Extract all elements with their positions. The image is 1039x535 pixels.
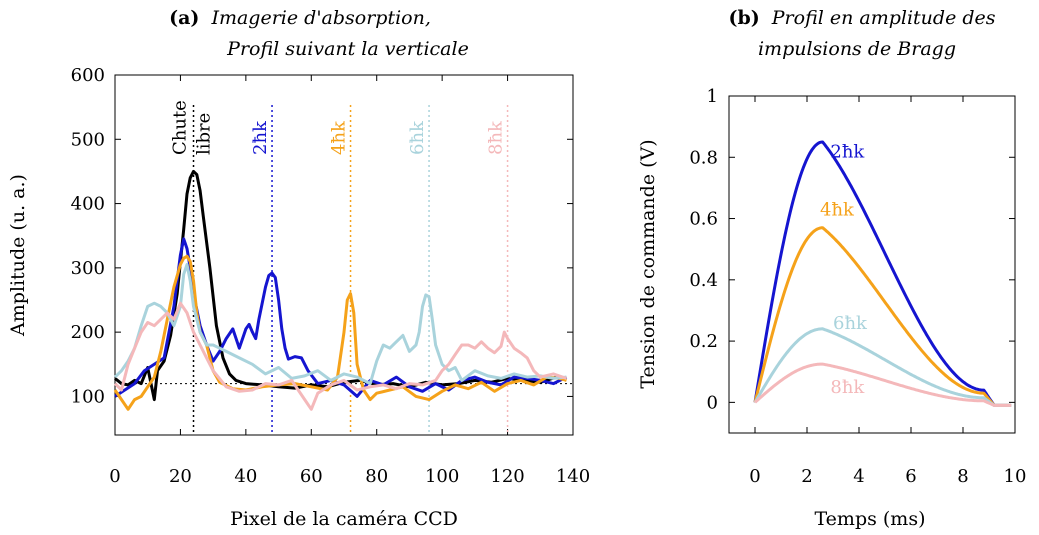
a-ytick-label: 500 <box>71 129 105 150</box>
a-series-line-3 <box>113 263 567 386</box>
panel-a-title-line1: (a) Imagerie d'absorption, <box>169 7 431 29</box>
a-ytick-label: 600 <box>71 65 105 86</box>
b-series-line-3 <box>753 362 1012 407</box>
b-ytick-label: 0.2 <box>689 331 718 352</box>
b-xtick-label: 4 <box>853 466 864 487</box>
a-xtick-label: 60 <box>300 466 323 487</box>
panel-b: (b) Profil en amplitude des impulsions d… <box>637 7 1026 530</box>
b-ytick-label: 1 <box>707 86 718 107</box>
a-marker-label: Chute <box>170 100 191 155</box>
panel-a-title-text1: Imagerie d'absorption, <box>210 7 430 29</box>
panel-a-letter: (a) <box>169 7 199 29</box>
a-marker-label: 2ħk <box>250 120 271 155</box>
panel-b-letter: (b) <box>728 7 759 29</box>
panel-a-xlabel: Pixel de la caméra CCD <box>230 508 458 530</box>
panel-b-x-ticks: 0 2 4 6 8 10 <box>749 96 1026 487</box>
a-marker-label-2: libre <box>194 113 215 155</box>
a-ytick-label: 200 <box>71 322 105 343</box>
panel-b-title-line1: (b) Profil en amplitude des <box>728 7 995 29</box>
a-series-line-1 <box>114 237 568 398</box>
a-xtick-label: 120 <box>490 466 524 487</box>
a-marker-label: 8ħk <box>486 120 507 155</box>
b-series-line-0 <box>753 140 1012 407</box>
a-xtick-label: 0 <box>109 466 120 487</box>
b-ytick-label: 0 <box>707 392 718 413</box>
panel-a: (a) Imagerie d'absorption, Profil suivan… <box>7 7 590 530</box>
b-series-label: 2ħk <box>830 141 865 162</box>
a-series-line-4 <box>113 301 567 411</box>
a-marker-label: 6ħk <box>407 120 428 155</box>
b-ytick-label: 0.6 <box>689 209 718 230</box>
b-series-line-1 <box>753 226 1012 407</box>
a-marker-label: 4ħk <box>329 120 350 155</box>
b-xtick-label: 2 <box>801 466 812 487</box>
a-xtick-label: 80 <box>365 466 388 487</box>
a-series-line-2 <box>113 254 567 411</box>
a-xtick-label: 100 <box>425 466 459 487</box>
b-series-line-2 <box>753 327 1012 407</box>
b-series-label: 6ħk <box>833 313 868 334</box>
panel-b-series <box>753 140 1012 407</box>
panel-b-y-ticks: 0 0.2 0.4 0.6 0.8 1 <box>689 86 1015 413</box>
panel-b-title-line2: impulsions de Bragg <box>758 38 956 60</box>
panel-a-markers: Chute libre 2ħk 4ħk 6ħk 8ħk <box>115 100 573 435</box>
panel-a-x-ticks: 0 20 40 60 80 100 120 140 <box>109 75 590 487</box>
panel-b-ylabel: Tension de commande (V) <box>637 139 659 388</box>
b-xtick-label: 6 <box>905 466 916 487</box>
b-ytick-label: 0.4 <box>689 270 718 291</box>
panel-a-y-ticks: 100 200 300 400 500 600 <box>71 65 573 407</box>
b-series-label: 4ħk <box>820 199 855 220</box>
b-series-label: 8ħk <box>830 377 865 398</box>
b-xtick-label: 10 <box>1004 466 1027 487</box>
panel-b-series-labels: 2ħk 4ħk 6ħk 8ħk <box>820 141 868 398</box>
a-ytick-label: 100 <box>71 386 105 407</box>
a-xtick-label: 40 <box>234 466 257 487</box>
panel-a-ylabel: Amplitude (u. a.) <box>7 174 29 337</box>
a-xtick-label: 140 <box>556 466 590 487</box>
a-ytick-label: 300 <box>71 258 105 279</box>
a-ytick-label: 400 <box>71 194 105 215</box>
a-xtick-label: 20 <box>169 466 192 487</box>
panel-a-plot-frame <box>114 74 574 436</box>
b-ytick-label: 0.8 <box>689 147 718 168</box>
panel-b-title-text1: Profil en amplitude des <box>771 7 996 29</box>
b-xtick-label: 0 <box>749 466 760 487</box>
panel-b-plot-frame <box>728 95 1016 434</box>
panel-b-xlabel: Temps (ms) <box>814 508 925 530</box>
panel-a-series <box>113 169 568 411</box>
b-xtick-label: 8 <box>957 466 968 487</box>
panel-a-title-line2: Profil suivant la verticale <box>226 38 469 60</box>
